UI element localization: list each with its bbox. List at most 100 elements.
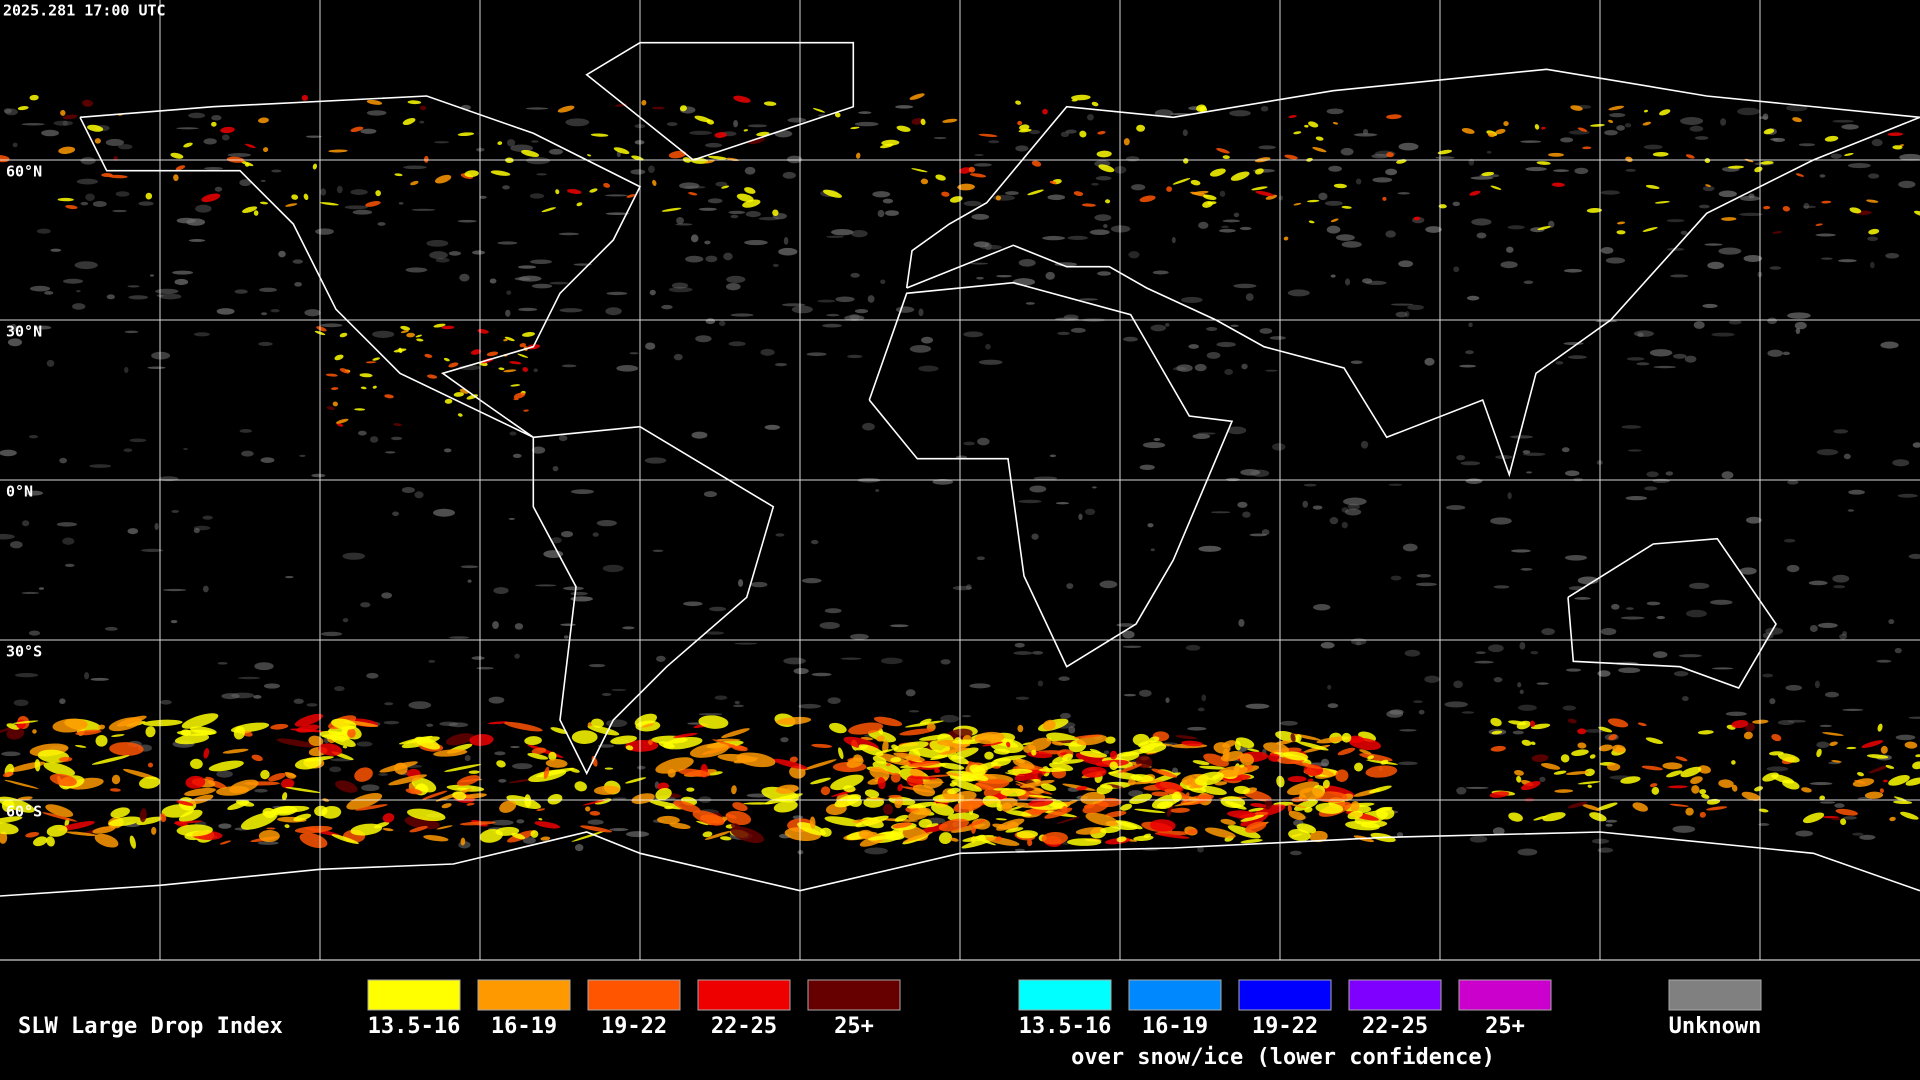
cloud-speck [257,841,279,845]
cloud-speck [1110,225,1131,233]
drop-patch [853,754,863,763]
cloud-speck [1445,505,1466,510]
cloud-speck [645,342,656,350]
cloud-speck [563,635,569,639]
cloud-speck [596,519,617,527]
cloud-speck [1519,689,1524,695]
cloud-speck [649,289,656,296]
cloud-speck [186,218,206,226]
drop-patch [1245,821,1267,833]
cloud-speck [732,704,744,708]
drop-patch [444,764,482,772]
cloud-speck [1510,435,1534,439]
drop-patch [920,118,926,126]
drop-patch [355,804,388,811]
drop-patch [509,361,522,365]
drop-patch [1508,720,1527,726]
drop-patch [58,821,95,831]
cloud-speck [1525,166,1547,172]
cloud-speck [259,287,277,293]
drop-patch [1802,812,1825,824]
cloud-speck [1187,726,1207,731]
cloud-speck [705,255,718,263]
drop-patch [1915,754,1920,758]
drop-patch [1852,778,1875,787]
drop-patch [1031,749,1037,756]
cloud-speck [1355,641,1362,646]
cloud-speck [1495,455,1513,460]
cloud-speck [1070,327,1086,333]
cloud-speck [426,723,434,727]
drop-patch [872,755,887,764]
drop-patch [334,354,344,361]
drop-patch [1132,733,1150,746]
cloud-speck [1880,341,1899,349]
cloud-speck [604,194,628,197]
cloud-speck [1486,150,1492,154]
drop-patch [593,785,620,795]
drop-patch [534,821,561,829]
cloud-speck [1340,147,1354,156]
cloud-speck [679,182,700,190]
drop-patch [326,406,335,411]
cloud-speck [1476,232,1487,239]
cloud-speck [390,436,403,441]
drop-patch [1220,751,1244,762]
cloud-speck [1702,303,1718,308]
cloud-speck [112,209,127,213]
cloud-speck [1067,235,1088,241]
cloud-speck [21,591,40,595]
cloud-speck [1150,324,1167,332]
cloud-speck [565,118,590,127]
drop-patch [1083,803,1096,809]
graticule [0,0,1920,960]
cloud-speck [472,250,486,255]
drop-patch [1857,772,1865,777]
cloud-speck [588,663,606,668]
cloud-speck [885,210,900,216]
drop-patch [1883,779,1888,783]
cloud-speck [1018,258,1036,267]
drop-patch [1059,752,1068,755]
drop-patch [694,115,711,123]
drop-patch [1846,746,1857,750]
cloud-speck [1832,119,1854,123]
drop-patch [968,819,986,827]
drop-patch [527,753,549,760]
drop-patch [129,835,136,849]
drop-patch [982,741,1003,747]
drop-patch [1819,795,1826,801]
cloud-speck [285,575,294,579]
drop-patch [1337,747,1356,756]
drop-patch [468,770,480,774]
cloud-speck [1777,719,1795,726]
cloud-speck [419,120,425,124]
drop-patch [1017,120,1023,126]
cloud-speck [464,754,471,762]
cloud-speck [1627,449,1642,452]
cloud-speck [25,490,44,496]
cloud-speck [695,335,712,343]
cloud-speck [170,619,178,624]
drop-patch [291,194,299,200]
drop-patch [1728,165,1744,169]
cloud-speck [13,699,29,707]
drop-patch [1567,801,1588,809]
drop-patch [721,185,730,189]
drop-patch [1130,774,1154,783]
cloud-speck [1646,471,1659,478]
cloud-speck [381,592,393,599]
cloud-speck [1710,599,1733,605]
drop-patch [1675,756,1688,762]
cloud-speck [793,668,809,675]
cloud-speck [666,122,678,127]
cloud-speck [676,217,684,225]
drop-patch [1537,225,1551,231]
drop-patch [1608,734,1618,741]
cloud-speck [895,105,914,109]
drop-patch [33,836,48,847]
cloud-speck [1103,224,1108,228]
cloud-speck [1047,194,1066,201]
drop-patch [1481,171,1495,177]
drop-patch [245,162,250,167]
